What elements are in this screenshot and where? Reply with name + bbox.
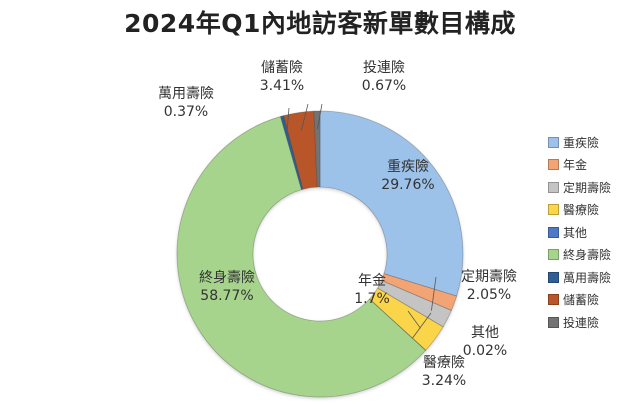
leader-line [301, 103, 309, 131]
slice-name-label: 儲蓄險 [261, 60, 303, 76]
leader-line [412, 312, 432, 339]
legend-item: 重疾險 [548, 131, 640, 154]
slice-value-label: 3.24% [422, 373, 466, 389]
legend-label: 其他 [563, 225, 588, 240]
slice-name-label: 終身壽險 [199, 270, 255, 286]
leader-line [431, 276, 437, 311]
legend-item: 萬用壽險 [548, 266, 640, 289]
slice-value-label: 0.02% [463, 343, 507, 359]
slice-value-label: 2.05% [467, 287, 511, 303]
leader-line [316, 103, 323, 130]
legend-label: 儲蓄險 [563, 293, 600, 308]
slice-value-label: 58.77% [200, 288, 253, 304]
legend-swatch [548, 159, 559, 171]
legend-label: 萬用壽險 [563, 270, 612, 285]
legend-item: 終身壽險 [548, 244, 640, 267]
legend-swatch [548, 136, 559, 148]
chart-legend: 重疾險 年金 定期壽險 醫療險 其他 終身壽險 萬用壽險 儲蓄險 [548, 131, 640, 334]
slice-value-label: 3.41% [260, 78, 304, 94]
slice-name-label: 重疾險 [387, 159, 429, 175]
legend-item: 醫療險 [548, 199, 640, 222]
legend-swatch [548, 181, 559, 193]
slice-name-label: 萬用壽險 [158, 86, 214, 102]
chart-title: 2024年Q1內地訪客新單數目構成 [124, 9, 516, 38]
legend-label: 重疾險 [563, 135, 600, 150]
legend-item: 年金 [548, 154, 640, 177]
legend-swatch [548, 226, 559, 238]
slice-name-label: 定期壽險 [461, 269, 517, 285]
slice-value-label: 29.76% [381, 177, 434, 193]
slice-name-label: 醫療險 [423, 354, 465, 371]
slice-name-label: 其他 [471, 325, 499, 341]
slice-name-label: 年金 [358, 273, 386, 289]
legend-label: 投連險 [563, 315, 600, 330]
legend-label: 定期壽險 [563, 180, 612, 195]
leader-line [407, 310, 421, 329]
legend-swatch [548, 294, 559, 306]
slice-name-label: 投連險 [363, 60, 405, 76]
legend-swatch [548, 204, 559, 216]
legend-label: 終身壽險 [563, 248, 612, 263]
pie-slice [313, 110, 321, 188]
pie-slice [176, 116, 427, 398]
legend-item: 其他 [548, 221, 640, 244]
legend-label: 醫療險 [563, 203, 600, 218]
pie-slice [319, 110, 464, 297]
legend-label: 年金 [563, 158, 588, 173]
slice-value-label: 0.37% [164, 104, 208, 120]
leader-line [286, 107, 290, 134]
slice-value-label: 1.7% [354, 291, 390, 307]
legend-swatch [548, 316, 559, 328]
slice-value-label: 0.67% [362, 78, 406, 94]
legend-swatch [548, 249, 559, 261]
legend-item: 投連險 [548, 311, 640, 334]
legend-item: 儲蓄險 [548, 289, 640, 312]
legend-swatch [548, 271, 559, 283]
legend-item: 定期壽險 [548, 176, 640, 199]
